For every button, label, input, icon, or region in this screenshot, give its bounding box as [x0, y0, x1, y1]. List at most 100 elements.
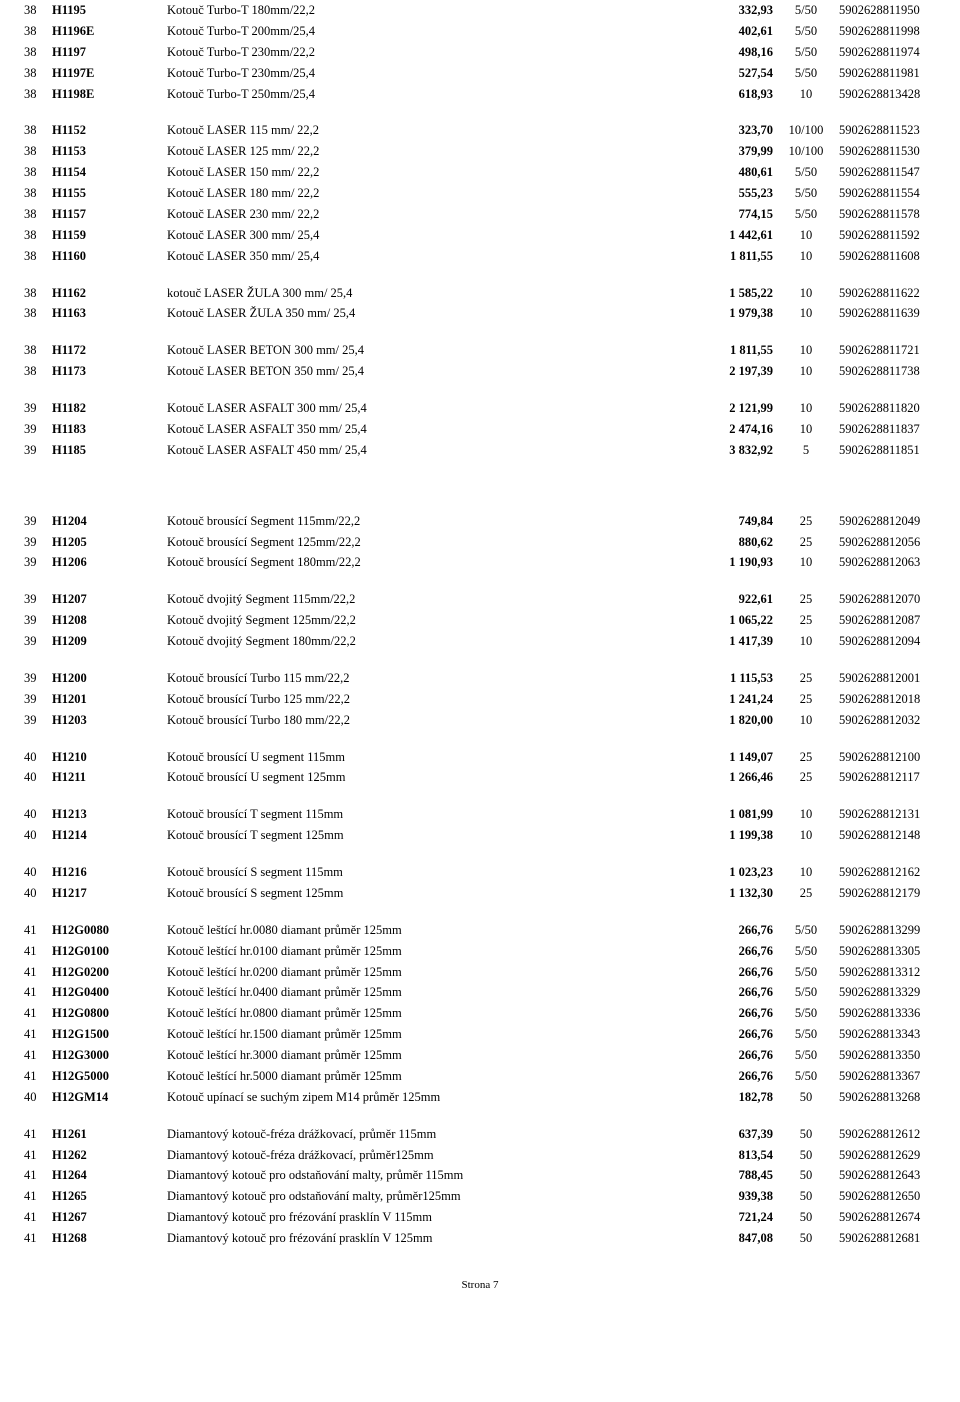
table-row: 39H1200Kotouč brousící Turbo 115 mm/22,2… — [20, 668, 940, 689]
product-description: Kotouč upínací se suchým zipem M14 průmě… — [163, 1087, 682, 1108]
pack-qty: 10 — [777, 303, 835, 324]
product-description: Kotouč LASER 180 mm/ 22,2 — [163, 183, 682, 204]
product-price: 813,54 — [682, 1145, 777, 1166]
table-row: 38H1157Kotouč LASER 230 mm/ 22,2774,155/… — [20, 204, 940, 225]
ean-code: 5902628811950 — [835, 0, 940, 21]
pack-qty: 25 — [777, 511, 835, 532]
catalog-page: 39 — [20, 589, 48, 610]
pack-qty: 10 — [777, 398, 835, 419]
product-price: 721,24 — [682, 1207, 777, 1228]
ean-code: 5902628812117 — [835, 767, 940, 788]
table-row: 39H1206Kotouč brousící Segment 180mm/22,… — [20, 552, 940, 573]
table-row: 40H1210Kotouč brousící U segment 115mm1 … — [20, 747, 940, 768]
catalog-page: 41 — [20, 1003, 48, 1024]
table-row: 40H1216Kotouč brousící S segment 115mm1 … — [20, 862, 940, 883]
pack-qty: 50 — [777, 1124, 835, 1145]
product-code: H1159 — [48, 225, 163, 246]
pack-qty: 10 — [777, 552, 835, 573]
product-description: Kotouč brousící Turbo 180 mm/22,2 — [163, 710, 682, 731]
pack-qty: 25 — [777, 747, 835, 768]
table-row: 39H1208Kotouč dvojitý Segment 125mm/22,2… — [20, 610, 940, 631]
table-row: 40H1217Kotouč brousící S segment 125mm1 … — [20, 883, 940, 904]
product-price: 182,78 — [682, 1087, 777, 1108]
ean-code: 5902628811837 — [835, 419, 940, 440]
table-row: 41H12G0100Kotouč leštící hr.0100 diamant… — [20, 941, 940, 962]
product-price: 1 820,00 — [682, 710, 777, 731]
product-code: H12G0800 — [48, 1003, 163, 1024]
product-code: H12GM14 — [48, 1087, 163, 1108]
product-price: 1 811,55 — [682, 340, 777, 361]
product-description: Diamantový kotouč pro frézování prasklín… — [163, 1207, 682, 1228]
ean-code: 5902628812148 — [835, 825, 940, 846]
product-description: kotouč LASER ŽULA 300 mm/ 25,4 — [163, 283, 682, 304]
product-code: H1261 — [48, 1124, 163, 1145]
table-row: 38H1159Kotouč LASER 300 mm/ 25,41 442,61… — [20, 225, 940, 246]
product-description: Kotouč LASER 300 mm/ 25,4 — [163, 225, 682, 246]
product-description: Kotouč Turbo-T 250mm/25,4 — [163, 84, 682, 105]
pack-qty: 50 — [777, 1165, 835, 1186]
pack-qty: 10 — [777, 825, 835, 846]
catalog-page: 39 — [20, 631, 48, 652]
catalog-page: 40 — [20, 747, 48, 768]
pack-qty: 5/50 — [777, 183, 835, 204]
product-code: H1163 — [48, 303, 163, 324]
product-code: H1154 — [48, 162, 163, 183]
product-price: 266,76 — [682, 920, 777, 941]
product-description: Kotouč LASER ASFALT 350 mm/ 25,4 — [163, 419, 682, 440]
product-code: H1210 — [48, 747, 163, 768]
product-description: Kotouč LASER 230 mm/ 22,2 — [163, 204, 682, 225]
pack-qty: 50 — [777, 1145, 835, 1166]
product-price: 402,61 — [682, 21, 777, 42]
table-row: 38H1152Kotouč LASER 115 mm/ 22,2323,7010… — [20, 120, 940, 141]
product-code: H1211 — [48, 767, 163, 788]
product-price: 922,61 — [682, 589, 777, 610]
product-code: H1153 — [48, 141, 163, 162]
catalog-page: 41 — [20, 1186, 48, 1207]
product-price: 1 149,07 — [682, 747, 777, 768]
pack-qty: 10 — [777, 710, 835, 731]
ean-code: 5902628813312 — [835, 962, 940, 983]
table-row: 39H1183Kotouč LASER ASFALT 350 mm/ 25,42… — [20, 419, 940, 440]
product-code: H12G0200 — [48, 962, 163, 983]
table-row: 41H1268Diamantový kotouč pro frézování p… — [20, 1228, 940, 1249]
ean-code: 5902628811530 — [835, 141, 940, 162]
product-code: H1162 — [48, 283, 163, 304]
catalog-page: 40 — [20, 767, 48, 788]
ean-code: 5902628812179 — [835, 883, 940, 904]
product-code: H1206 — [48, 552, 163, 573]
catalog-page: 38 — [20, 246, 48, 267]
product-price: 1 585,22 — [682, 283, 777, 304]
product-code: H1182 — [48, 398, 163, 419]
catalog-page: 38 — [20, 340, 48, 361]
pack-qty: 10 — [777, 340, 835, 361]
pack-qty: 25 — [777, 610, 835, 631]
table-row: 39H1201Kotouč brousící Turbo 125 mm/22,2… — [20, 689, 940, 710]
catalog-page: 40 — [20, 1087, 48, 1108]
pack-qty: 25 — [777, 689, 835, 710]
product-price: 266,76 — [682, 1066, 777, 1087]
pack-qty: 5/50 — [777, 962, 835, 983]
ean-code: 5902628812643 — [835, 1165, 940, 1186]
product-price: 332,93 — [682, 0, 777, 21]
product-code: H1173 — [48, 361, 163, 382]
product-description: Kotouč Turbo-T 180mm/22,2 — [163, 0, 682, 21]
ean-code: 5902628812070 — [835, 589, 940, 610]
product-description: Kotouč brousící S segment 125mm — [163, 883, 682, 904]
table-row: 39H1204Kotouč brousící Segment 115mm/22,… — [20, 511, 940, 532]
product-code: H12G0100 — [48, 941, 163, 962]
catalog-page: 41 — [20, 1228, 48, 1249]
ean-code: 5902628811721 — [835, 340, 940, 361]
table-row: 38H1153Kotouč LASER 125 mm/ 22,2379,9910… — [20, 141, 940, 162]
product-price: 266,76 — [682, 962, 777, 983]
table-row: 38H1195Kotouč Turbo-T 180mm/22,2332,935/… — [20, 0, 940, 21]
product-price: 3 832,92 — [682, 440, 777, 461]
product-price: 1 417,39 — [682, 631, 777, 652]
ean-code: 5902628811981 — [835, 63, 940, 84]
ean-code: 5902628812650 — [835, 1186, 940, 1207]
catalog-page: 39 — [20, 552, 48, 573]
ean-code: 5902628812018 — [835, 689, 940, 710]
pack-qty: 10 — [777, 804, 835, 825]
ean-code: 5902628811820 — [835, 398, 940, 419]
product-code: H1152 — [48, 120, 163, 141]
product-code: H1217 — [48, 883, 163, 904]
